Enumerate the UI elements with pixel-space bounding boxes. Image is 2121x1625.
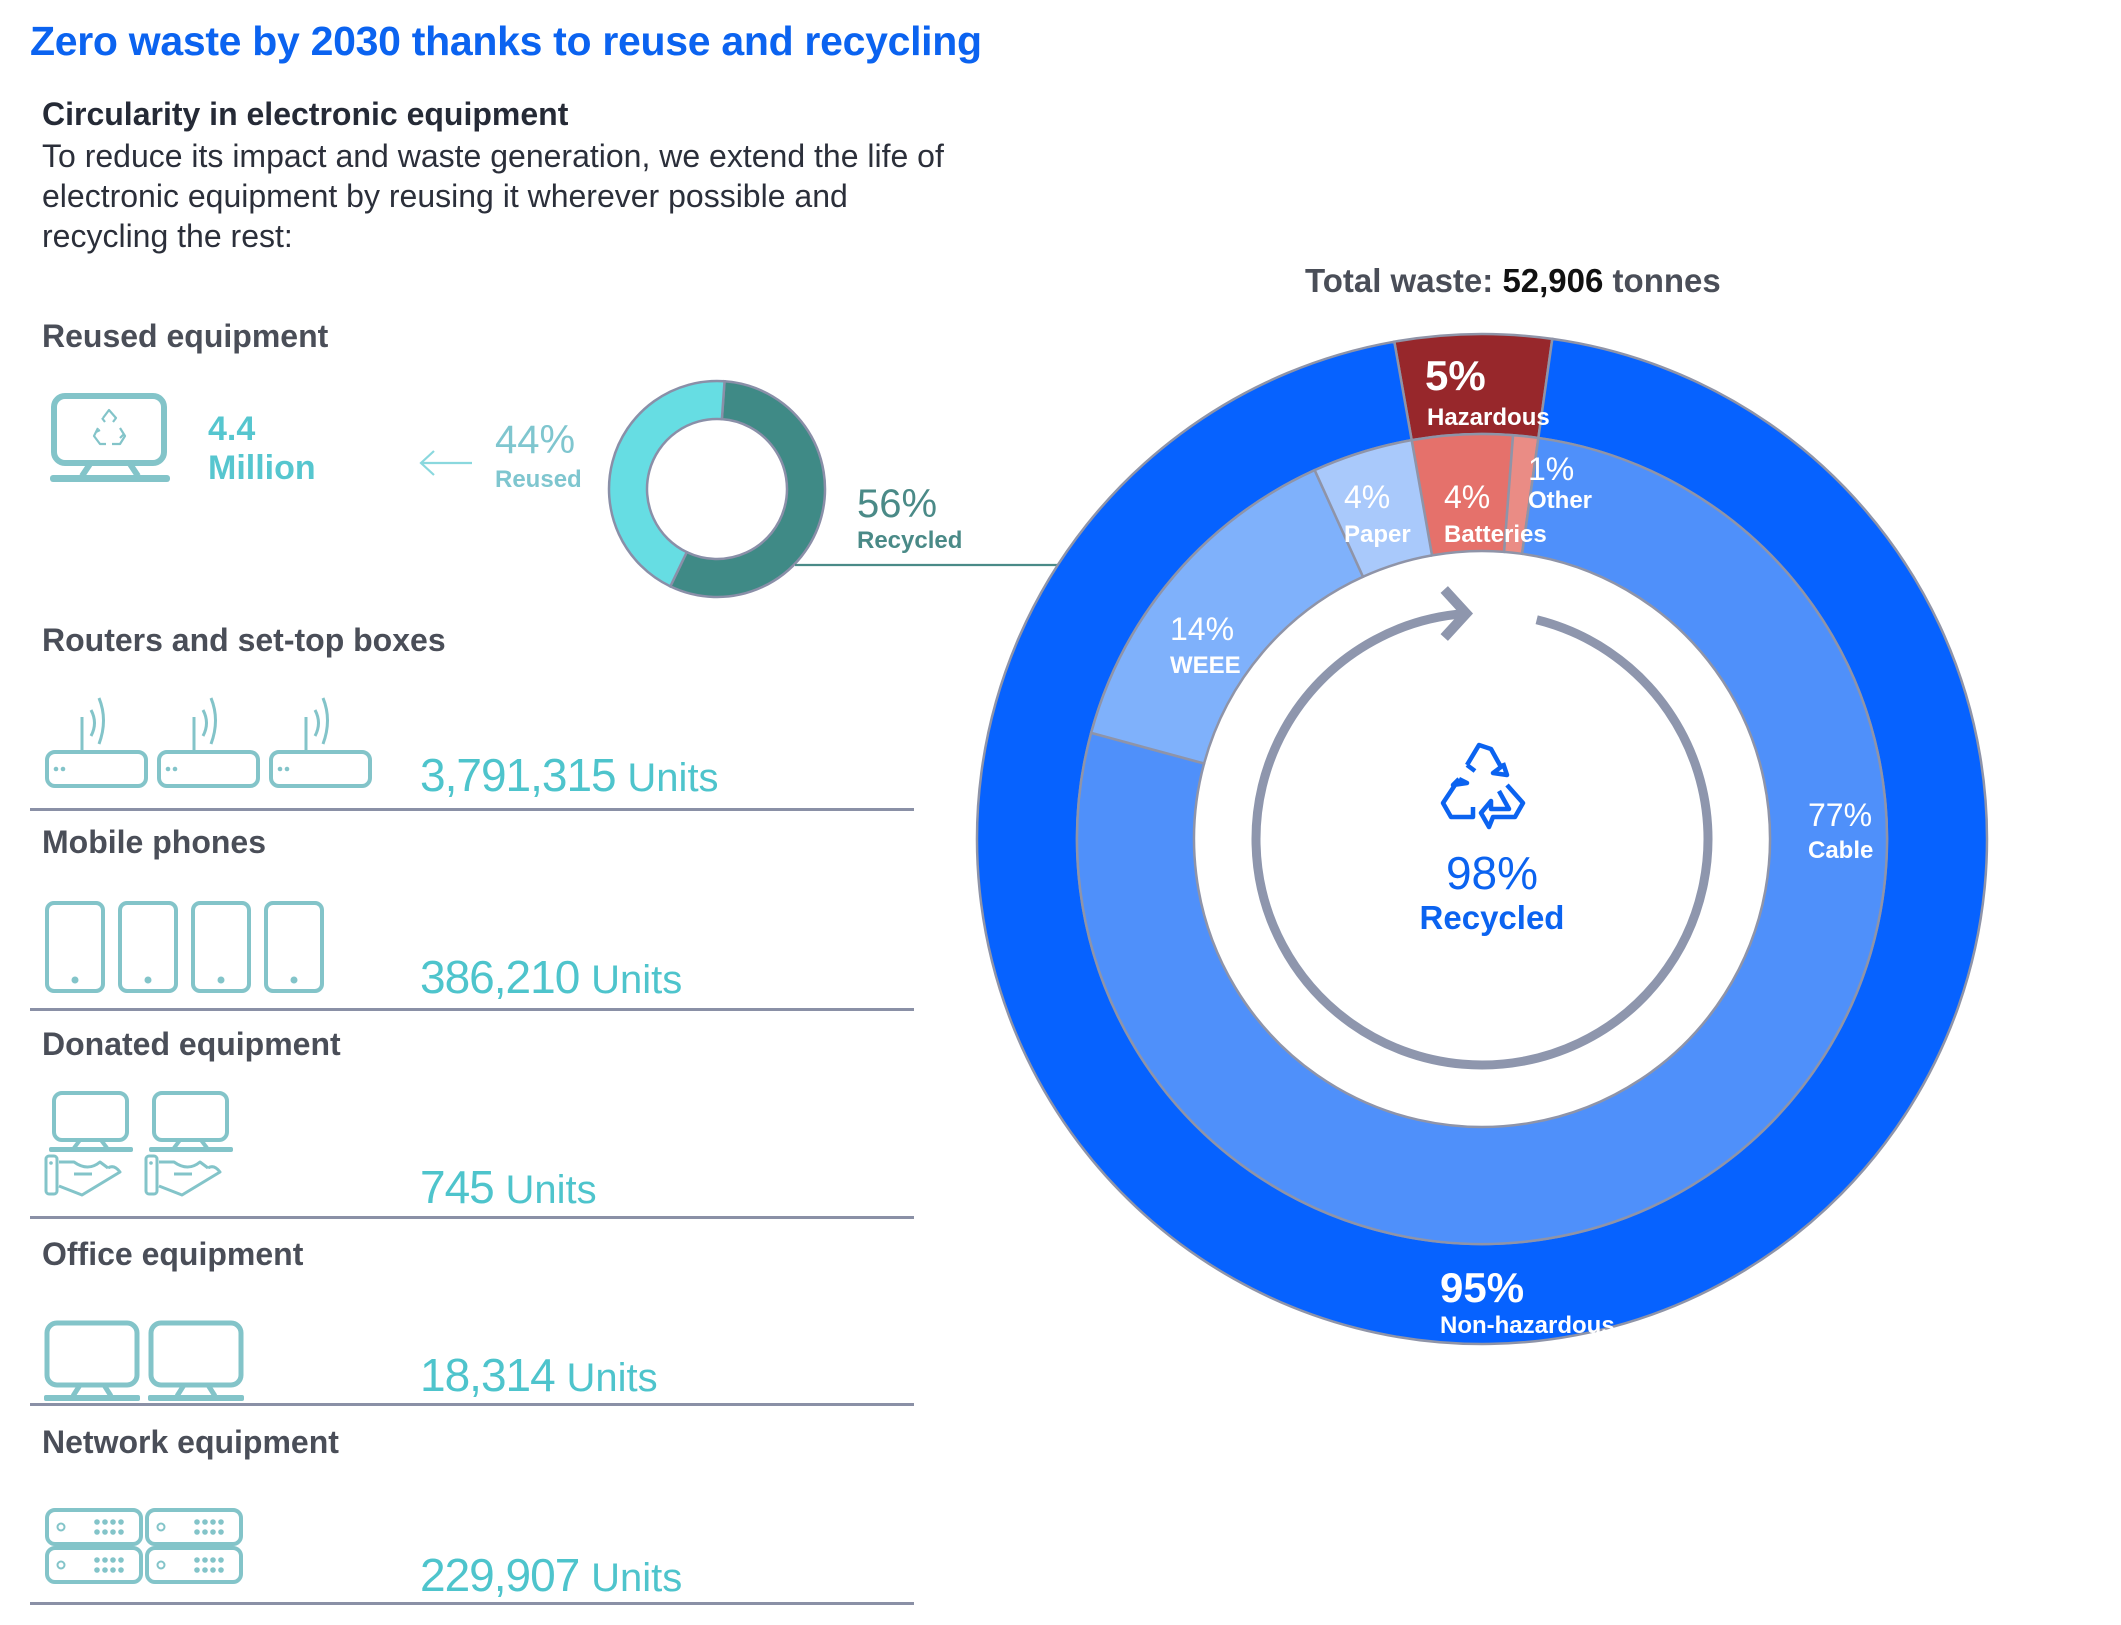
category-value: 745 Units: [420, 1160, 597, 1214]
category-value: 386,210 Units: [420, 950, 682, 1004]
label-non-hazardous-name: Non-hazardous: [1440, 1312, 1615, 1339]
donut-slice-recycled: [668, 379, 827, 599]
label-other-value: 1%: [1528, 451, 1574, 487]
category-value-number: 229,907: [420, 1549, 592, 1601]
monitor-recycle-icon: [50, 393, 170, 482]
category-value-number: 745: [420, 1161, 506, 1213]
label-other-name: Other: [1528, 487, 1592, 514]
reused-amount-value: 4.4: [208, 410, 256, 448]
label-cable-value: 77%: [1808, 797, 1872, 833]
label-batteries-value: 4%: [1444, 479, 1490, 515]
label-hazardous-value: 5%: [1425, 352, 1486, 399]
row-divider: [30, 1403, 914, 1406]
total-waste-title: Total waste: 52,906 tonnes: [1305, 262, 1721, 300]
inner-slice-paper: [1313, 438, 1434, 579]
total-waste-unit: tonnes: [1612, 262, 1721, 299]
row-divider: [30, 1008, 914, 1011]
category-label: Routers and set-top boxes: [42, 622, 446, 658]
category-value-unit: Units: [566, 1356, 658, 1400]
recycled-percent-label: Recycled: [857, 527, 963, 554]
category-value: 3,791,315 Units: [420, 748, 719, 802]
category-value-unit: Units: [591, 1556, 683, 1600]
label-non-hazardous-value: 95%: [1440, 1264, 1524, 1311]
inner-slice-cable: [1075, 436, 1889, 1246]
category-value: 18,314 Units: [420, 1348, 658, 1402]
reused-amount-unit: Million: [208, 449, 316, 487]
category-value-unit: Units: [627, 756, 719, 800]
cycle-arrow-icon: [1251, 609, 1713, 1070]
reused-percent-label: Reused: [495, 466, 582, 493]
category-label: Office equipment: [42, 1236, 304, 1272]
center-recycled-label: Recycled: [1420, 899, 1565, 936]
label-paper-value: 4%: [1344, 479, 1390, 515]
label-hazardous-name: Hazardous: [1427, 404, 1550, 431]
label-weee-name: WEEE: [1170, 652, 1241, 679]
total-waste-prefix: Total waste:: [1305, 262, 1494, 299]
reused-equipment-label: Reused equipment: [42, 318, 329, 354]
label-cable-name: Cable: [1808, 837, 1873, 864]
category-value-unit: Units: [505, 1168, 597, 1212]
row-divider: [30, 1216, 914, 1219]
category-label: Mobile phones: [42, 824, 266, 860]
server-rack-icon: [44, 1507, 246, 1592]
category-value-number: 386,210: [420, 951, 592, 1003]
page-title: Zero waste by 2030 thanks to reuse and r…: [30, 18, 982, 64]
category-value-number: 18,314: [420, 1349, 567, 1401]
label-paper-name: Paper: [1344, 521, 1411, 548]
category-value-number: 3,791,315: [420, 749, 628, 801]
router-icon: [44, 690, 384, 795]
category-label: Network equipment: [42, 1424, 339, 1460]
section-subtitle: Circularity in electronic equipment: [42, 96, 569, 132]
cycle-arrowhead-icon: [1440, 586, 1474, 641]
arrow-left-icon: [419, 450, 472, 476]
mobile-phone-icon: [44, 900, 344, 1001]
label-batteries-name: Batteries: [1444, 521, 1547, 548]
center-recycled-value: 98%: [1446, 847, 1538, 899]
label-weee-value: 14%: [1170, 611, 1234, 647]
row-divider: [30, 808, 914, 811]
row-divider: [30, 1602, 914, 1605]
total-waste-value: 52,906: [1502, 262, 1604, 299]
recycled-percent: 56%: [857, 482, 938, 526]
intro-text: To reduce its impact and waste generatio…: [42, 138, 944, 254]
reused-percent: 44%: [495, 418, 576, 462]
category-label: Donated equipment: [42, 1026, 341, 1062]
recycle-icon: [1440, 742, 1526, 830]
donated-monitor-icon: [44, 1090, 244, 1203]
category-value: 229,907 Units: [420, 1548, 682, 1602]
reused-amount: 4.4 Million: [208, 410, 316, 488]
donut-slice-reused: [607, 379, 726, 589]
monitor-icon: [44, 1320, 254, 1409]
category-value-unit: Units: [591, 958, 683, 1002]
